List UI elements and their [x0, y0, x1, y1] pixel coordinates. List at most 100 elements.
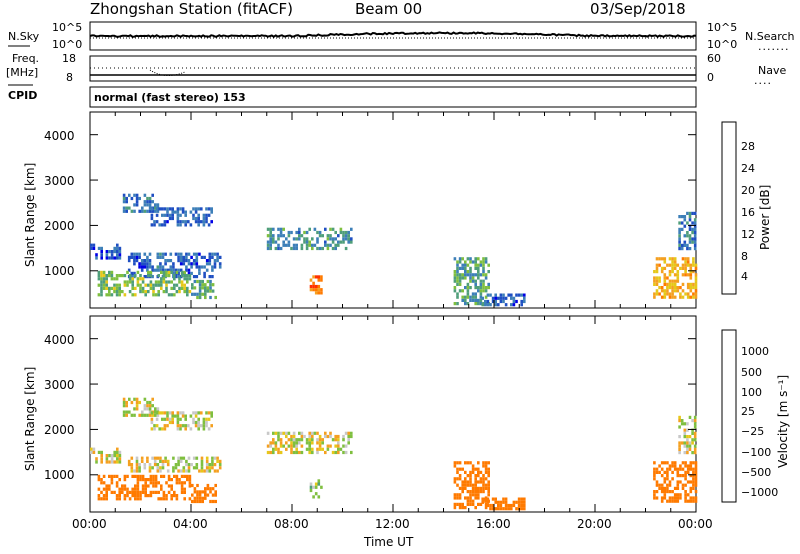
- data-cell: [474, 263, 477, 267]
- data-cell: [680, 419, 684, 423]
- data-cell: [673, 486, 677, 490]
- data-cell: [314, 288, 318, 292]
- data-cell: [474, 467, 477, 471]
- data-cell: [128, 397, 131, 401]
- data-cell: [671, 263, 674, 267]
- data-cell: [337, 438, 340, 442]
- data-cell: [691, 221, 694, 225]
- data-cell: [479, 470, 483, 474]
- data-cell: [481, 296, 484, 300]
- data-cell: [658, 292, 661, 296]
- data-cell: [110, 478, 114, 482]
- data-cell: [474, 257, 477, 261]
- data-cell: [125, 196, 128, 201]
- data-cell: [466, 461, 470, 465]
- data-cell: [486, 299, 490, 304]
- data-cell: [110, 270, 114, 274]
- data-cell: [655, 483, 659, 487]
- data-cell: [458, 486, 462, 490]
- data-cell: [458, 496, 462, 500]
- data-cell: [663, 273, 667, 277]
- data-cell: [684, 477, 687, 481]
- data-cell: [105, 253, 109, 257]
- data-cell: [90, 246, 93, 250]
- data-cell: [694, 470, 698, 474]
- data-cell: [266, 234, 270, 238]
- data-cell: [123, 274, 127, 278]
- data-cell: [166, 424, 169, 428]
- data-cell: [324, 434, 327, 439]
- data-cell: [133, 271, 136, 275]
- data-cell: [324, 243, 327, 247]
- data-cell: [671, 490, 674, 494]
- data-cell: [479, 502, 483, 506]
- data-cell: [668, 263, 672, 267]
- data-cell: [653, 490, 656, 494]
- data-cell: [484, 483, 488, 487]
- data-cell: [314, 485, 318, 489]
- data-cell: [469, 270, 472, 274]
- data-cell: [486, 497, 490, 501]
- data-cell: [110, 481, 114, 485]
- data-cell: [146, 265, 149, 269]
- velocity-cb-tick: 500: [741, 366, 762, 379]
- data-cell: [320, 288, 323, 292]
- data-cell: [105, 256, 109, 260]
- data-cell: [688, 444, 692, 448]
- data-cell: [680, 221, 684, 225]
- data-cell: [502, 500, 505, 504]
- data-cell: [510, 507, 513, 511]
- data-cell: [342, 434, 345, 439]
- data-cell: [161, 463, 165, 467]
- data-cell: [147, 283, 150, 287]
- data-cell: [155, 417, 159, 421]
- data-cell: [663, 266, 667, 270]
- data-cell: [128, 490, 132, 494]
- data-cell: [188, 478, 192, 482]
- data-cell: [144, 487, 147, 491]
- data-cell: [138, 265, 141, 269]
- data-cell: [198, 265, 201, 269]
- data-cell: [180, 484, 184, 488]
- data-cell: [187, 268, 191, 272]
- data-cell: [178, 286, 181, 290]
- data-cell: [316, 450, 319, 455]
- data-cell: [660, 257, 664, 261]
- data-cell: [482, 477, 485, 481]
- data-cell: [347, 431, 350, 435]
- data-cell: [684, 263, 687, 267]
- data-cell: [130, 469, 134, 473]
- data-cell: [466, 499, 470, 503]
- data-cell: [484, 303, 487, 307]
- data-cell: [334, 450, 337, 455]
- data-cell: [279, 227, 283, 231]
- data-cell: [116, 447, 119, 451]
- data-cell: [477, 461, 480, 465]
- data-cell: [693, 444, 697, 448]
- data-cell: [125, 410, 128, 414]
- data-cell: [316, 237, 319, 241]
- data-cell: [479, 477, 483, 481]
- data-cell: [684, 257, 687, 261]
- power-cb-tick: 20: [741, 184, 755, 197]
- data-cell: [308, 431, 311, 435]
- data-cell: [686, 480, 690, 484]
- data-cell: [305, 230, 309, 235]
- data-cell: [153, 427, 156, 431]
- data-cell: [458, 474, 462, 478]
- data-cell: [477, 286, 480, 290]
- power-cb-tick: 12: [741, 228, 755, 241]
- data-cell: [479, 279, 483, 283]
- data-cell: [678, 243, 681, 247]
- data-cell: [123, 497, 127, 501]
- data-cell: [187, 220, 190, 224]
- data-cell: [138, 252, 141, 256]
- data-cell: [123, 283, 127, 287]
- data-cell: [125, 413, 128, 417]
- data-cell: [140, 265, 144, 269]
- data-cell: [689, 486, 693, 490]
- data-cell: [209, 286, 212, 290]
- data-cell: [178, 277, 181, 281]
- data-cell: [110, 277, 114, 281]
- data-cell: [489, 507, 492, 511]
